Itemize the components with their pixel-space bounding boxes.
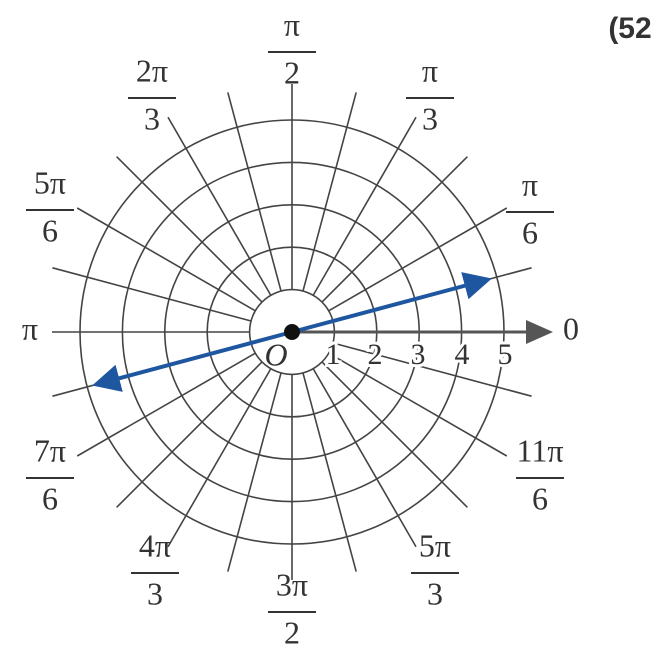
ring-label: 5 <box>498 338 513 371</box>
radial-line <box>312 116 417 296</box>
angle-numerator: 4π <box>139 527 171 563</box>
radial-line <box>227 372 282 572</box>
angle-numerator: π <box>422 52 438 88</box>
angle-denominator: 6 <box>42 480 58 516</box>
radial-line <box>52 267 252 322</box>
radial-line <box>76 207 256 312</box>
pole <box>284 324 300 340</box>
problem-number: (52 <box>608 12 651 45</box>
grid <box>52 84 532 580</box>
ring-label: 2 <box>368 338 383 371</box>
radial-line <box>302 92 357 292</box>
angle-denominator: 2 <box>284 54 300 90</box>
pi-label: π <box>22 310 38 346</box>
angle-denominator: 2 <box>284 614 300 650</box>
angle-numerator: π <box>284 6 300 42</box>
ring-label: 1 <box>326 338 341 371</box>
angle-denominator: 6 <box>522 214 538 250</box>
radial-line <box>302 372 357 572</box>
angle-numerator: π <box>522 166 538 202</box>
radial-line <box>328 207 508 312</box>
radial-line <box>321 361 468 508</box>
radial-line <box>167 116 272 296</box>
angle-numerator: 5π <box>34 164 66 200</box>
radial-line <box>76 352 256 457</box>
angle-numerator: 3π <box>276 566 308 602</box>
angle-denominator: 6 <box>42 212 58 248</box>
ring-label: 3 <box>411 338 426 371</box>
zero-label: 0 <box>563 310 579 346</box>
radial-line <box>321 156 468 303</box>
radial-line <box>328 352 508 457</box>
radial-line <box>167 368 272 548</box>
ring-label: 4 <box>455 338 470 371</box>
angle-denominator: 3 <box>422 100 438 136</box>
angle-denominator: 3 <box>427 575 443 611</box>
angle-numerator: 7π <box>34 432 66 468</box>
radial-line <box>227 92 282 292</box>
ray <box>291 272 492 334</box>
radial-line <box>116 361 263 508</box>
angle-denominator: 6 <box>532 480 548 516</box>
angle-numerator: 5π <box>419 527 451 563</box>
ray <box>92 330 293 392</box>
angle-denominator: 3 <box>147 575 163 611</box>
radial-line <box>116 156 263 303</box>
angle-numerator: 11π <box>517 432 564 468</box>
angle-numerator: 2π <box>136 52 168 88</box>
radial-line <box>332 342 532 397</box>
origin-label: O <box>264 336 287 372</box>
radial-line <box>312 368 417 548</box>
angle-denominator: 3 <box>144 100 160 136</box>
